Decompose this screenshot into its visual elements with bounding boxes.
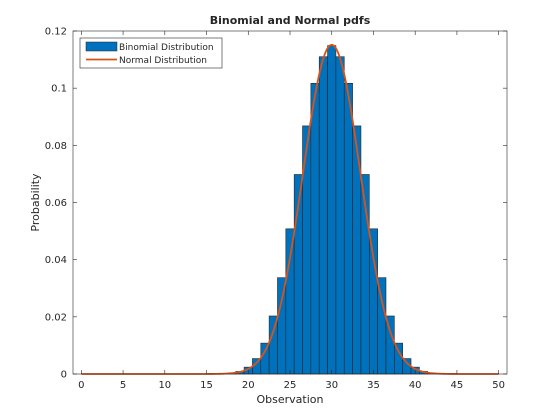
bar <box>277 277 287 375</box>
bar <box>377 277 387 375</box>
x-tick-label: 20 <box>242 380 255 391</box>
x-axis-label: Observation <box>257 393 324 406</box>
bar <box>335 56 345 375</box>
x-tick-label: 40 <box>409 380 422 391</box>
x-tick-label: 45 <box>451 380 464 391</box>
y-tick-label: 0.02 <box>45 312 67 323</box>
y-axis-label: Probability <box>29 173 42 232</box>
x-tick-label: 10 <box>158 380 171 391</box>
legend: Binomial Distribution Normal Distributio… <box>79 37 223 69</box>
bar <box>285 228 295 375</box>
legend-label-binomial: Binomial Distribution <box>119 43 214 53</box>
x-tick-label: 25 <box>284 380 297 391</box>
x-tick-label: 30 <box>325 380 338 391</box>
bar <box>394 342 403 375</box>
x-axis-ticks: 0 5 10 15 20 25 30 35 40 45 50 <box>78 31 505 391</box>
y-tick-label: 0.1 <box>51 84 67 95</box>
legend-label-normal: Normal Distribution <box>119 56 207 66</box>
x-tick-label: 5 <box>120 380 126 391</box>
x-tick-label: 15 <box>200 380 213 391</box>
bar <box>343 83 353 375</box>
y-tick-label: 0.06 <box>45 198 67 209</box>
binomial-bars <box>227 45 437 375</box>
y-tick-label: 0.08 <box>45 141 67 152</box>
legend-swatch-binomial <box>85 41 118 52</box>
x-tick-label: 35 <box>367 380 380 391</box>
y-axis-ticks: 0 0.02 0.04 0.06 0.08 0.1 0.12 <box>45 27 507 381</box>
y-tick-label: 0 <box>61 370 67 381</box>
bar <box>368 228 378 375</box>
bar <box>310 83 320 375</box>
y-tick-label: 0.04 <box>45 255 67 266</box>
bar <box>327 45 337 375</box>
x-tick-label: 50 <box>492 380 505 391</box>
chart-title: Binomial and Normal pdfs <box>210 14 371 27</box>
bar <box>260 342 270 375</box>
x-tick-label: 0 <box>78 380 84 391</box>
y-tick-label: 0.12 <box>45 27 67 38</box>
bar <box>318 56 328 375</box>
